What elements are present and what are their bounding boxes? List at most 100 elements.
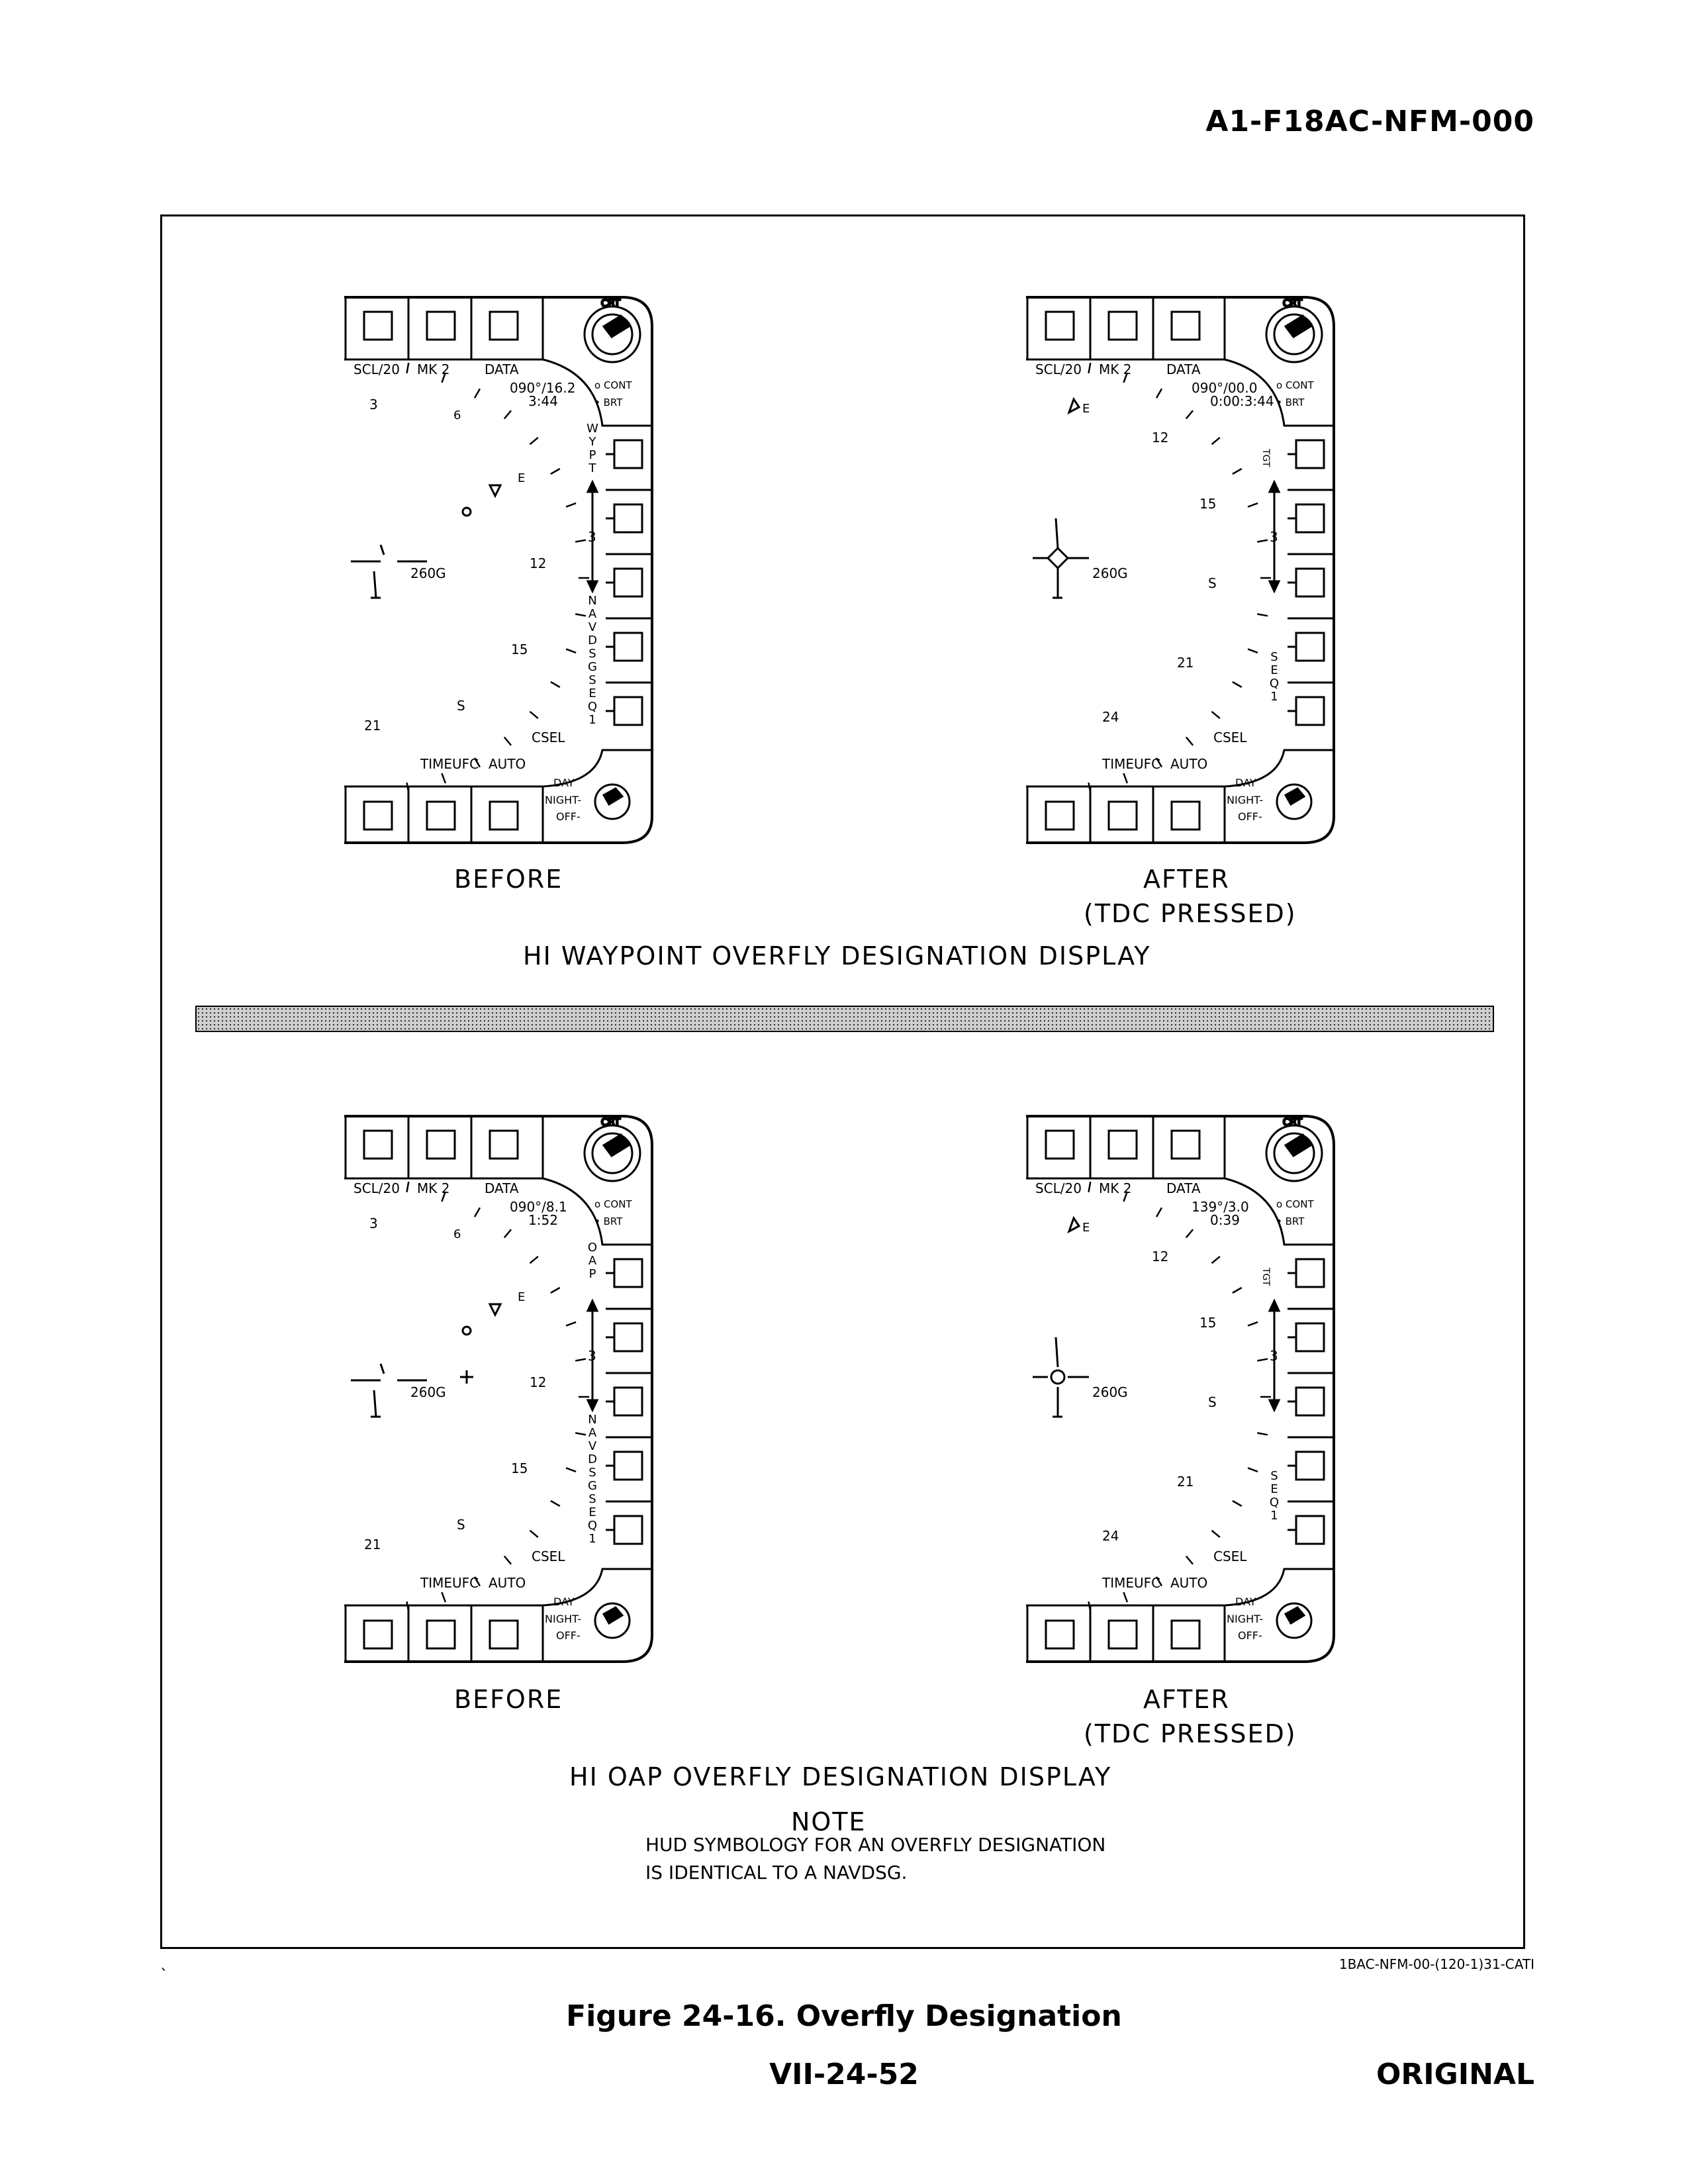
heading-mark-E: E [518, 471, 525, 485]
pushbutton-right-4[interactable] [1295, 1450, 1325, 1481]
brt-label: • BRT [1276, 397, 1305, 408]
bearing-distance-readout: 090°/00.0 [1192, 380, 1257, 396]
margin-tick: ` [160, 1966, 168, 1985]
pushbutton-right-3[interactable] [1295, 567, 1325, 598]
crt-knob[interactable] [1265, 1124, 1323, 1182]
pushbutton-bottom-1[interactable] [363, 800, 393, 831]
pushbutton-right-4[interactable] [613, 632, 643, 662]
pushbutton-right-5[interactable] [1295, 696, 1325, 726]
bezel-outline [1026, 296, 1335, 844]
ground-speed-readout: 260G [1092, 565, 1128, 581]
pushbutton-top-2[interactable] [1107, 310, 1138, 341]
night-label: NIGHT- [1227, 794, 1263, 806]
pushbutton-bottom-2[interactable] [1107, 1619, 1138, 1650]
pushbutton-top-2[interactable] [426, 1129, 456, 1160]
pushbutton-right-4[interactable] [613, 1450, 643, 1481]
pushbutton-top-3[interactable] [1170, 1129, 1201, 1160]
pushbutton-top-3[interactable] [489, 1129, 519, 1160]
compass-tick [1211, 710, 1221, 720]
pushbutton-bottom-3[interactable] [1170, 800, 1201, 831]
pushbutton-right-2[interactable] [1295, 503, 1325, 534]
day-night-knob[interactable] [1276, 783, 1313, 820]
pushbutton-right-2[interactable] [613, 503, 643, 534]
pushbutton-right-1[interactable] [1295, 1258, 1325, 1288]
csel-label: CSEL [1213, 730, 1247, 745]
day-night-knob[interactable] [594, 1602, 631, 1639]
day-night-bezel-cutout [541, 749, 652, 843]
compass-tick [1185, 1229, 1194, 1239]
figure-frame [160, 214, 1525, 1949]
pushbutton-top-1[interactable] [1045, 310, 1075, 341]
pushbutton-right-1[interactable] [613, 439, 643, 469]
pushbutton-right-1[interactable] [613, 1258, 643, 1288]
target-triangle-icon [1067, 397, 1081, 415]
pushbutton-bottom-3[interactable] [489, 800, 519, 831]
pushbutton-top-1[interactable] [363, 1129, 393, 1160]
caption-after-top: AFTER [1143, 865, 1230, 894]
compass-tick [1232, 681, 1243, 688]
compass-tick [1123, 372, 1129, 383]
crt-knob[interactable] [583, 1124, 641, 1182]
pushbutton-top-3[interactable] [1170, 310, 1201, 341]
compass-tick [503, 1555, 512, 1565]
pushbutton-bottom-2[interactable] [426, 800, 456, 831]
pushbutton-right-2[interactable] [613, 1322, 643, 1353]
pushbutton-bottom-3[interactable] [489, 1619, 519, 1650]
pushbutton-bottom-1[interactable] [1045, 800, 1075, 831]
seq-side-label: Q [1270, 1496, 1279, 1509]
crt-bezel-cutout [541, 297, 652, 427]
pushbutton-right-4[interactable] [1295, 632, 1325, 662]
document-number: A1-F18AC-NFM-000 [1205, 105, 1534, 138]
navdsg-side-label: N [588, 594, 596, 608]
time-to-go-readout: 3:44 [528, 393, 558, 409]
pushbutton-right-5[interactable] [613, 1515, 643, 1545]
pushbutton-bottom-2[interactable] [1107, 800, 1138, 831]
pushbutton-bottom-1[interactable] [1045, 1619, 1075, 1650]
pushbutton-right-1[interactable] [1295, 439, 1325, 469]
navdsg-side-label: V [588, 620, 597, 634]
pushbutton-right-5[interactable] [613, 696, 643, 726]
compass-tick [575, 1432, 586, 1436]
csel-label: CSEL [532, 1548, 565, 1564]
compass-tick [1155, 1207, 1163, 1217]
data-label: DATA [1166, 361, 1201, 377]
compass-tick [1211, 436, 1221, 446]
pushbutton-right-5[interactable] [1295, 1515, 1325, 1545]
pushbutton-bottom-2[interactable] [426, 1619, 456, 1650]
compass-tick [550, 1499, 561, 1507]
compass-tick [1247, 502, 1258, 508]
compass-tick [503, 1229, 512, 1239]
pushbutton-top-1[interactable] [363, 310, 393, 341]
crt-label: CRT [1283, 297, 1303, 309]
crt-knob[interactable] [1265, 305, 1323, 363]
brt-label: • BRT [1276, 1215, 1305, 1227]
mfd-oap-before: CRT DAY NIGHT- OFF- SCL/20 MK 2 DATA o CONT • BR… [344, 1112, 662, 1671]
pushbutton-top-2[interactable] [426, 310, 456, 341]
pushbutton-right-3[interactable] [613, 567, 643, 598]
pushbutton-bottom-3[interactable] [1170, 1619, 1201, 1650]
data-label: DATA [485, 361, 519, 377]
pushbutton-right-3[interactable] [613, 1386, 643, 1417]
pushbutton-top-2[interactable] [1107, 1129, 1138, 1160]
pushbutton-bottom-1[interactable] [363, 1619, 393, 1650]
day-night-knob[interactable] [1276, 1602, 1313, 1639]
pushbutton-right-3[interactable] [1295, 1386, 1325, 1417]
data-label: DATA [485, 1180, 519, 1196]
mode-side-label: O [588, 1241, 597, 1255]
compass-tick [1088, 782, 1092, 794]
crt-knob[interactable] [583, 305, 641, 363]
pushbutton-top-1[interactable] [1045, 1129, 1075, 1160]
day-night-knob[interactable] [594, 783, 631, 820]
compass-tick [503, 736, 512, 746]
auto-label: AUTO [1170, 1575, 1207, 1591]
brt-label: • BRT [594, 1215, 623, 1227]
mode-side-label: A [588, 1254, 597, 1268]
designation-diamond-icon [1046, 546, 1070, 570]
pushbutton-top-3[interactable] [489, 310, 519, 341]
tgt-label: TGT [1260, 1267, 1271, 1286]
crt-bezel-cutout [541, 1116, 652, 1246]
auto-label: AUTO [489, 756, 526, 772]
pushbutton-right-2[interactable] [1295, 1322, 1325, 1353]
compass-tick [1088, 1181, 1092, 1193]
cont-label: o CONT [594, 379, 632, 391]
